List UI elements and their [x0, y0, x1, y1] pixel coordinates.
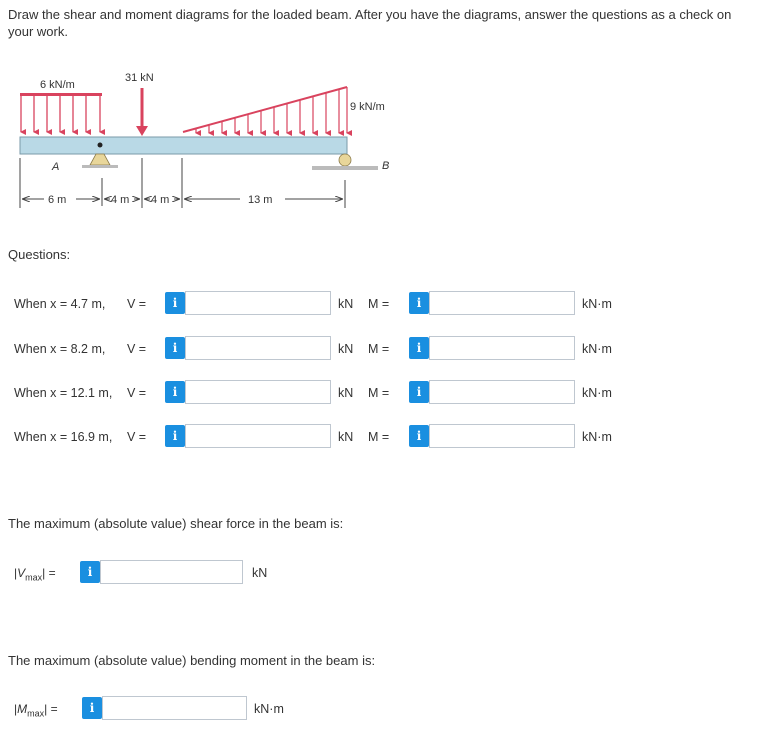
- instructions: Draw the shear and moment diagrams for t…: [8, 7, 732, 39]
- v-label: V =: [127, 430, 147, 444]
- dimension-lines: [19, 158, 346, 208]
- info-icon[interactable]: i: [165, 425, 185, 447]
- mmax-equals: =: [50, 702, 58, 716]
- info-icon[interactable]: i: [409, 292, 429, 314]
- vmax-symbol: V: [17, 566, 26, 580]
- v-label: V =: [127, 386, 147, 400]
- row-label: When x = 12.1 m,: [14, 386, 113, 400]
- m-unit: kN·m: [582, 386, 612, 400]
- moment-input[interactable]: [429, 291, 575, 315]
- v-unit: kN: [338, 297, 354, 311]
- m-label: M =: [368, 342, 390, 356]
- moment-input[interactable]: [429, 424, 575, 448]
- moment-input[interactable]: [429, 336, 575, 360]
- questions-heading: Questions:: [8, 247, 71, 262]
- mmax-prompt: The maximum (absolute value) bending mom…: [8, 653, 376, 668]
- dist-load-left-label: 6 kN/m: [40, 79, 75, 91]
- roller-support: [312, 153, 378, 170]
- m-label: M =: [368, 430, 390, 444]
- info-icon[interactable]: i: [409, 381, 429, 403]
- dim-4m-a: 4 m: [111, 194, 129, 206]
- beam: [19, 136, 348, 155]
- v-unit: kN: [338, 342, 354, 356]
- point-load-arrow: [136, 88, 148, 136]
- mmax-subscript: max: [27, 708, 45, 719]
- vmax-equals: =: [48, 566, 56, 580]
- mmax-label: |Mmax| =: [14, 702, 58, 719]
- row-label: When x = 16.9 m,: [14, 430, 113, 444]
- info-icon[interactable]: i: [165, 381, 185, 403]
- v-label: V =: [127, 342, 147, 356]
- vmax-subscript: max: [25, 572, 43, 583]
- triangular-load-right: [182, 86, 352, 136]
- beam-diagram: 6 kN/m 31 kN 9 kN/m: [19, 72, 389, 208]
- moment-input[interactable]: [429, 380, 575, 404]
- dim-6m: 6 m: [48, 194, 66, 206]
- v-unit: kN: [338, 430, 354, 444]
- point-load-label: 31 kN: [125, 72, 154, 84]
- m-unit: kN·m: [582, 342, 612, 356]
- row-label: When x = 4.7 m,: [14, 297, 106, 311]
- info-icon[interactable]: i: [409, 425, 429, 447]
- m-unit: kN·m: [582, 297, 612, 311]
- shear-input[interactable]: [185, 291, 331, 315]
- mmax-unit: kN·m: [254, 702, 284, 716]
- m-label: M =: [368, 386, 390, 400]
- support-a-label: A: [51, 161, 59, 173]
- dist-load-right-label: 9 kN/m: [350, 101, 385, 113]
- vmax-label: |Vmax| =: [14, 566, 56, 583]
- row-label: When x = 8.2 m,: [14, 342, 106, 356]
- m-label: M =: [368, 297, 390, 311]
- vmax-input[interactable]: [100, 560, 243, 584]
- pin-support: [82, 142, 118, 168]
- v-label: V =: [127, 297, 147, 311]
- dim-4m-b: 4 m: [151, 194, 169, 206]
- shear-input[interactable]: [185, 336, 331, 360]
- uniform-load-left: [20, 93, 105, 135]
- info-icon[interactable]: i: [80, 561, 100, 583]
- shear-input[interactable]: [185, 380, 331, 404]
- vmax-prompt: The maximum (absolute value) shear force…: [8, 516, 344, 531]
- info-icon[interactable]: i: [82, 697, 102, 719]
- info-icon[interactable]: i: [409, 337, 429, 359]
- info-icon[interactable]: i: [165, 292, 185, 314]
- shear-input[interactable]: [185, 424, 331, 448]
- mmax-input[interactable]: [102, 696, 247, 720]
- m-unit: kN·m: [582, 430, 612, 444]
- dim-13m: 13 m: [248, 194, 272, 206]
- info-icon[interactable]: i: [165, 337, 185, 359]
- v-unit: kN: [338, 386, 354, 400]
- vmax-unit: kN: [252, 566, 268, 580]
- mmax-symbol: M: [17, 702, 28, 716]
- support-b-label: B: [382, 160, 389, 172]
